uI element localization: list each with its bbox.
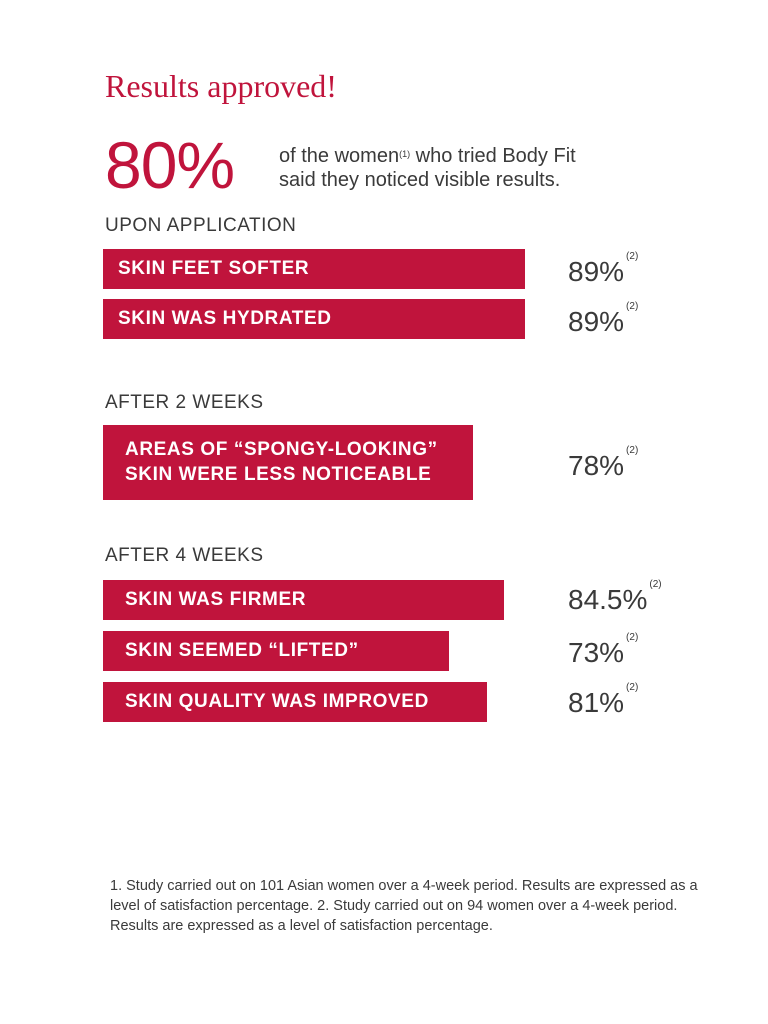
footnote-ref: (2) — [626, 445, 639, 456]
headline-description: of the women(1) who tried Body Fit said … — [279, 144, 576, 192]
footnote-ref-1: (1) — [399, 149, 411, 159]
value-skin-was-firmer: 84.5% (2) — [568, 580, 662, 615]
value-text: 89% — [568, 306, 625, 337]
bar-label: SKIN WAS HYDRATED — [118, 308, 332, 329]
bar-label-line-1: AREAS OF “SPONGY-LOOKING” — [125, 439, 438, 460]
bar-label: SKIN QUALITY WAS IMPROVED — [125, 691, 429, 712]
section-label-upon-application: UPON APPLICATION — [105, 215, 297, 236]
bar-skin-feet-softer: SKIN FEET SOFTER — [103, 249, 525, 289]
value-text: 73% — [568, 637, 625, 668]
section-label-after-4-weeks: AFTER 4 WEEKS — [105, 545, 264, 566]
headline-text-b: who tried Body Fit — [410, 145, 576, 167]
footnote-ref: (2) — [649, 579, 662, 590]
bar-skin-seemed-lifted: SKIN SEEMED “LIFTED” — [103, 631, 449, 671]
bar-label: SKIN WAS FIRMER — [125, 589, 307, 610]
value-text: 81% — [568, 687, 625, 718]
bar-label: SKIN SEEMED “LIFTED” — [125, 640, 359, 661]
value-text: 89% — [568, 256, 625, 287]
value-skin-quality-improved: 81% (2) — [568, 683, 638, 718]
bar-skin-quality-improved: SKIN QUALITY WAS IMPROVED — [103, 682, 487, 722]
value-skin-seemed-lifted: 73% (2) — [568, 633, 638, 668]
bar-label-line-2: SKIN WERE LESS NOTICEABLE — [125, 464, 432, 485]
value-spongy-areas-less-noticeable: 78% (2) — [568, 446, 638, 481]
page-title: Results approved! — [105, 68, 337, 104]
bar-label: SKIN FEET SOFTER — [118, 258, 310, 279]
headline-line-1: of the women(1) who tried Body Fit — [279, 144, 576, 168]
headline-percentage: 80% — [105, 128, 235, 202]
bar-spongy-areas-less-noticeable: AREAS OF “SPONGY-LOOKING” SKIN WERE LESS… — [103, 425, 473, 500]
value-text: 78% — [568, 450, 625, 481]
section-label-after-2-weeks: AFTER 2 WEEKS — [105, 392, 264, 413]
footnote-ref: (2) — [626, 682, 639, 693]
bar-skin-was-firmer: SKIN WAS FIRMER — [103, 580, 504, 620]
footnote-ref: (2) — [626, 632, 639, 643]
headline-text-a: of the women — [279, 145, 400, 167]
study-footnote: 1. Study carried out on 101 Asian women … — [110, 878, 698, 934]
footnote-ref: (2) — [626, 301, 639, 312]
value-skin-feet-softer: 89% (2) — [568, 252, 638, 287]
footnote-ref: (2) — [626, 251, 639, 262]
bar-label: AREAS OF “SPONGY-LOOKING” SKIN WERE LESS… — [125, 439, 438, 486]
bar-skin-was-hydrated: SKIN WAS HYDRATED — [103, 299, 525, 339]
value-text: 84.5% — [568, 584, 648, 615]
headline-line-2: said they noticed visible results. — [279, 169, 561, 191]
value-skin-was-hydrated: 89% (2) — [568, 302, 638, 337]
